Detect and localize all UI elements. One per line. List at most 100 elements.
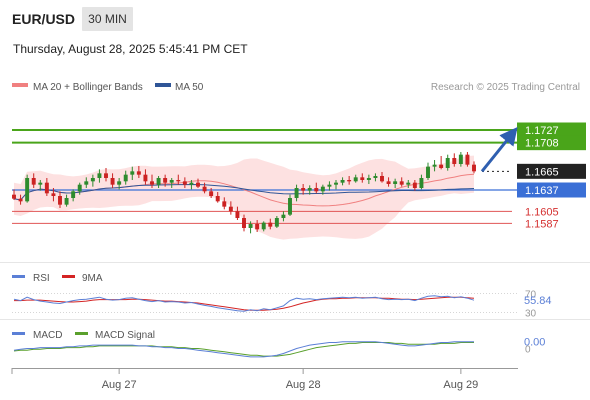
candle (426, 162, 430, 180)
candle (117, 178, 122, 190)
candle (64, 194, 69, 207)
candle (235, 206, 240, 220)
candle (182, 177, 187, 188)
candle (373, 173, 378, 182)
timeframe-badge-bg (82, 7, 133, 31)
candle (215, 192, 220, 203)
macd-value-label: 0.00 (524, 337, 545, 349)
level-label-resistance: 1.1708 (525, 138, 559, 150)
macd-zero-label: 0 (525, 345, 531, 356)
candle (406, 180, 411, 188)
rsi-value-label: 55.84 (524, 295, 552, 307)
level-label-last: 1.1665 (525, 166, 559, 178)
rsi-legend-swatch (12, 275, 25, 278)
rsi-tick-label: 70 (525, 289, 537, 300)
candle (31, 173, 36, 188)
candle (176, 174, 181, 185)
x-tick-label: Aug 29 (443, 379, 478, 391)
candle (380, 172, 384, 183)
rsi-ma-legend-swatch (62, 275, 75, 278)
level-box-pivot (517, 182, 586, 198)
candle (399, 177, 404, 187)
rsi-panel: 70 30 55.84 (12, 289, 552, 320)
macd-signal-legend-label: MACD Signal (95, 330, 155, 341)
candle (38, 180, 43, 191)
projection-arrow (480, 126, 518, 173)
timeframe-badge[interactable]: 30 MIN (88, 12, 127, 26)
candle (18, 194, 23, 205)
candle (274, 216, 279, 228)
level-label-support: 1.1587 (525, 218, 559, 230)
candle (97, 169, 102, 183)
candle (314, 182, 319, 194)
rsi-tick-label: 30 (525, 309, 537, 320)
candle (301, 184, 306, 195)
candle (340, 177, 345, 186)
ma20-legend-label: MA 20 + Bollinger Bands (33, 82, 143, 93)
macd-panel: 0.000 (13, 337, 545, 358)
candle (445, 154, 450, 171)
candle (51, 188, 56, 202)
candle (255, 220, 260, 232)
candle (366, 174, 371, 184)
level-box-resistance (517, 135, 586, 151)
candle (143, 169, 148, 185)
ma50-legend-swatch (155, 83, 171, 87)
candle (432, 160, 437, 172)
candle (104, 168, 108, 182)
projection (480, 126, 518, 173)
candle (393, 178, 398, 188)
level-label-pivot: 1.1637 (525, 185, 559, 197)
candle (130, 166, 135, 180)
candle (288, 194, 292, 216)
candle (196, 178, 200, 188)
level-label-support: 1.1605 (525, 206, 559, 218)
candle (353, 174, 358, 183)
x-tick-label: Aug 28 (286, 379, 321, 391)
rsi-line (13, 295, 475, 312)
macd-signal-legend-swatch (75, 332, 88, 335)
candle (307, 185, 312, 195)
candle (202, 182, 207, 194)
candle (248, 221, 253, 234)
moving-averages (13, 173, 475, 207)
candle (419, 174, 424, 190)
candle (163, 174, 168, 187)
candle (77, 182, 82, 195)
candle (242, 214, 246, 232)
rsi-ma-legend-label: 9MA (82, 273, 103, 284)
candle (281, 211, 286, 222)
candles (12, 152, 476, 234)
candle (123, 170, 128, 185)
ma20-legend-swatch (12, 83, 28, 87)
macd-signal-line (13, 342, 474, 357)
candle (156, 176, 161, 188)
candle (150, 174, 154, 188)
symbol-title: EUR/USD (12, 11, 75, 27)
macd-line (13, 341, 474, 358)
candle (334, 180, 338, 190)
candle (327, 181, 332, 191)
level-box-last (517, 163, 586, 179)
candle (268, 218, 273, 230)
candle (472, 161, 476, 174)
candle (412, 180, 417, 191)
x-tick-label: Aug 27 (102, 379, 137, 391)
candle (261, 221, 266, 232)
candle (189, 180, 194, 190)
candle (136, 166, 141, 178)
candle (222, 197, 227, 210)
candle (71, 189, 76, 202)
bollinger-band-fill (14, 155, 474, 240)
candle (44, 178, 49, 196)
candle (169, 178, 174, 188)
candle (347, 176, 352, 185)
bollinger-band (14, 155, 474, 240)
level-label-resistance: 1.1727 (525, 125, 559, 137)
candle (84, 177, 89, 188)
candle (294, 184, 299, 202)
candle (110, 173, 115, 188)
candle (12, 189, 16, 200)
